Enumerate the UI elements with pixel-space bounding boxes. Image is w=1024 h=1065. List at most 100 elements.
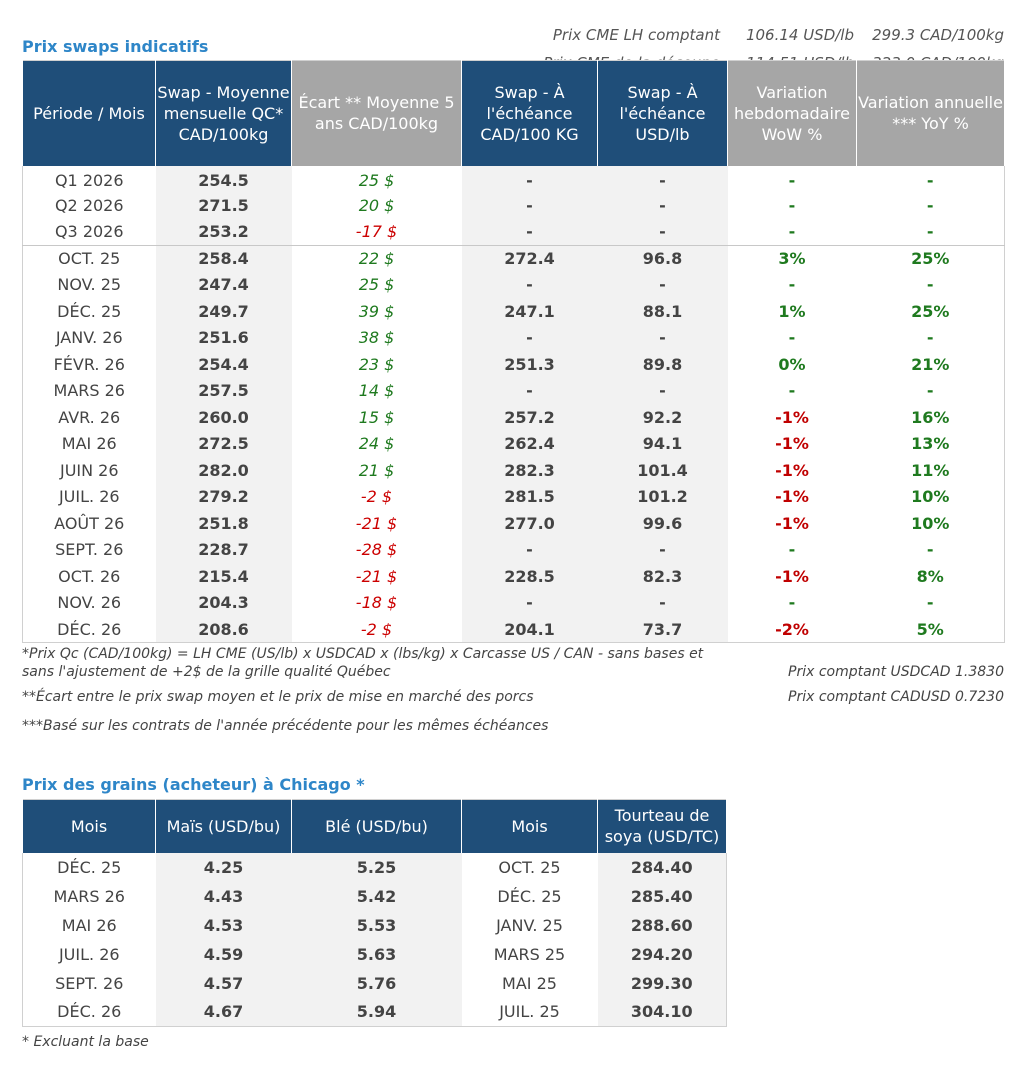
cell-wow: -2% <box>775 619 809 639</box>
cell-ecart: -17 $ <box>355 222 398 241</box>
cell-ecart: 15 $ <box>358 407 395 427</box>
cell-soy: 285.40 <box>597 881 727 911</box>
swap-row: AVR. 26 260.0 15 $ 257.2 92.2 -1% 16% <box>23 404 1005 431</box>
header-soy: Tourteau de soya (USD/TC) <box>597 799 727 853</box>
cell-yoy: - <box>926 275 934 295</box>
cell-period: Q3 2026 <box>54 222 124 241</box>
cell-soy: 294.20 <box>597 939 727 969</box>
cell-corn: 4.59 <box>155 939 292 969</box>
cell-ecart: 24 $ <box>358 434 395 454</box>
cell-swap-cad: - <box>461 377 598 404</box>
cell-wow: - <box>788 593 796 613</box>
cell-wow: - <box>788 195 796 215</box>
cell-swap-qc: 282.0 <box>155 457 292 484</box>
cell-ecart: 21 $ <box>358 460 395 480</box>
cell-wow: 0% <box>778 354 806 374</box>
cell-wow: 1% <box>778 301 806 321</box>
cell-swap-cad: 204.1 <box>461 616 598 643</box>
swap-row: Q1 2026 254.5 25 $ - - - - <box>23 165 1005 192</box>
cell-swap-qc: 249.7 <box>155 298 292 325</box>
cell-swap-usd: - <box>597 589 728 616</box>
cell-yoy: 11% <box>911 460 950 480</box>
swap-row: JUIL. 26 279.2 -2 $ 281.5 101.2 -1% 10% <box>23 483 1005 510</box>
cell-yoy: - <box>926 328 934 348</box>
header-swap-cad: Swap - À l'échéance CAD/100 KG <box>461 60 598 166</box>
cell-corn: 4.25 <box>155 852 292 882</box>
grain-row: DÉC. 26 4.67 5.94 JUIL. 25 304.10 <box>23 997 727 1027</box>
cell-wow: - <box>788 540 796 560</box>
cell-month-1: MAI 26 <box>61 915 117 935</box>
cell-swap-usd: - <box>597 192 728 219</box>
cell-period: NOV. 25 <box>57 275 122 295</box>
cell-swap-qc: 228.7 <box>155 536 292 563</box>
cell-period: FÉVR. 26 <box>53 354 125 374</box>
cell-wheat: 5.42 <box>291 881 462 911</box>
cell-swap-cad: 262.4 <box>461 430 598 457</box>
cell-swap-qc: 215.4 <box>155 563 292 590</box>
cell-wow: -1% <box>775 460 809 480</box>
header-corn: Maïs (USD/bu) <box>155 799 292 853</box>
cell-period: JUIL. 26 <box>58 487 120 507</box>
grains-footnote: * Excluant la base <box>22 1034 149 1050</box>
header-wow: Variation hebdomadaire WoW % <box>727 60 857 166</box>
cell-month-2: DÉC. 25 <box>497 886 562 906</box>
cell-wheat: 5.53 <box>291 910 462 940</box>
cell-month-1: DÉC. 25 <box>57 857 122 877</box>
grain-row: DÉC. 25 4.25 5.25 OCT. 25 284.40 <box>23 852 727 882</box>
cell-month-2: MARS 25 <box>493 944 566 964</box>
cell-ecart: 39 $ <box>358 301 395 321</box>
cell-month-2: JANV. 25 <box>496 915 563 935</box>
cell-corn: 4.43 <box>155 881 292 911</box>
cell-swap-usd: 89.8 <box>597 351 728 378</box>
cell-corn: 4.67 <box>155 997 292 1027</box>
cell-wheat: 5.94 <box>291 997 462 1027</box>
cell-soy: 284.40 <box>597 852 727 882</box>
swaps-table: Période / Mois Swap - Moyenne mensuelle … <box>22 60 1005 643</box>
swap-row: MARS 26 257.5 14 $ - - - - <box>23 377 1005 404</box>
grains-title: Prix des grains (acheteur) à Chicago * <box>22 775 365 794</box>
cell-swap-usd: 96.8 <box>597 244 728 272</box>
cell-swap-qc: 257.5 <box>155 377 292 404</box>
swap-row: NOV. 25 247.4 25 $ - - - - <box>23 271 1005 298</box>
cell-swap-usd: 92.2 <box>597 404 728 431</box>
swap-row: FÉVR. 26 254.4 23 $ 251.3 89.8 0% 21% <box>23 351 1005 378</box>
cell-swap-qc: 260.0 <box>155 404 292 431</box>
cell-month-1: MARS 26 <box>53 886 125 906</box>
cell-swap-qc: 247.4 <box>155 271 292 298</box>
cell-wow: - <box>788 381 796 401</box>
cell-period: DÉC. 25 <box>57 301 122 321</box>
cell-wow: 3% <box>727 244 857 272</box>
header-yoy: Variation annuelle *** YoY % <box>856 60 1005 166</box>
cell-wow: -1% <box>775 513 809 533</box>
swap-row: Q3 2026 253.2 -17 $ - - - - <box>23 218 1005 245</box>
swap-row: Q2 2026 271.5 20 $ - - - - <box>23 192 1005 219</box>
cell-swap-cad: 228.5 <box>461 563 598 590</box>
cell-yoy: 16% <box>911 407 950 427</box>
cell-period: Q1 2026 <box>54 171 124 191</box>
cell-swap-cad: 247.1 <box>461 298 598 325</box>
cell-swap-qc: 271.5 <box>155 192 292 219</box>
cell-swap-usd: - <box>597 536 728 563</box>
cell-period: AOÛT 26 <box>54 513 125 533</box>
cell-swap-qc: 258.4 <box>155 244 292 272</box>
cell-corn: 4.53 <box>155 910 292 940</box>
cell-swap-qc: 204.3 <box>155 589 292 616</box>
cell-swap-qc: 254.4 <box>155 351 292 378</box>
grain-row: JUIL. 26 4.59 5.63 MARS 25 294.20 <box>23 939 727 969</box>
cell-period: AVR. 26 <box>58 407 121 427</box>
cell-wheat: 5.76 <box>291 968 462 998</box>
cell-ecart: 20 $ <box>358 195 395 215</box>
cell-ecart: -28 $ <box>355 540 398 560</box>
cell-period: NOV. 26 <box>57 593 122 613</box>
grain-row: MAI 26 4.53 5.53 JANV. 25 288.60 <box>23 910 727 940</box>
cell-ecart: 23 $ <box>358 354 395 374</box>
cell-period: OCT. 25 <box>22 244 156 272</box>
cell-period: DÉC. 26 <box>57 619 122 639</box>
cell-swap-usd: 73.7 <box>597 616 728 643</box>
cell-swap-qc: 272.5 <box>155 430 292 457</box>
cell-ecart: 38 $ <box>358 328 395 348</box>
cell-swap-usd: 101.4 <box>597 457 728 484</box>
cell-month-1: JUIL. 26 <box>58 944 120 964</box>
swaps-title: Prix swaps indicatifs <box>22 37 209 56</box>
cell-ecart: 22 $ <box>291 244 462 272</box>
